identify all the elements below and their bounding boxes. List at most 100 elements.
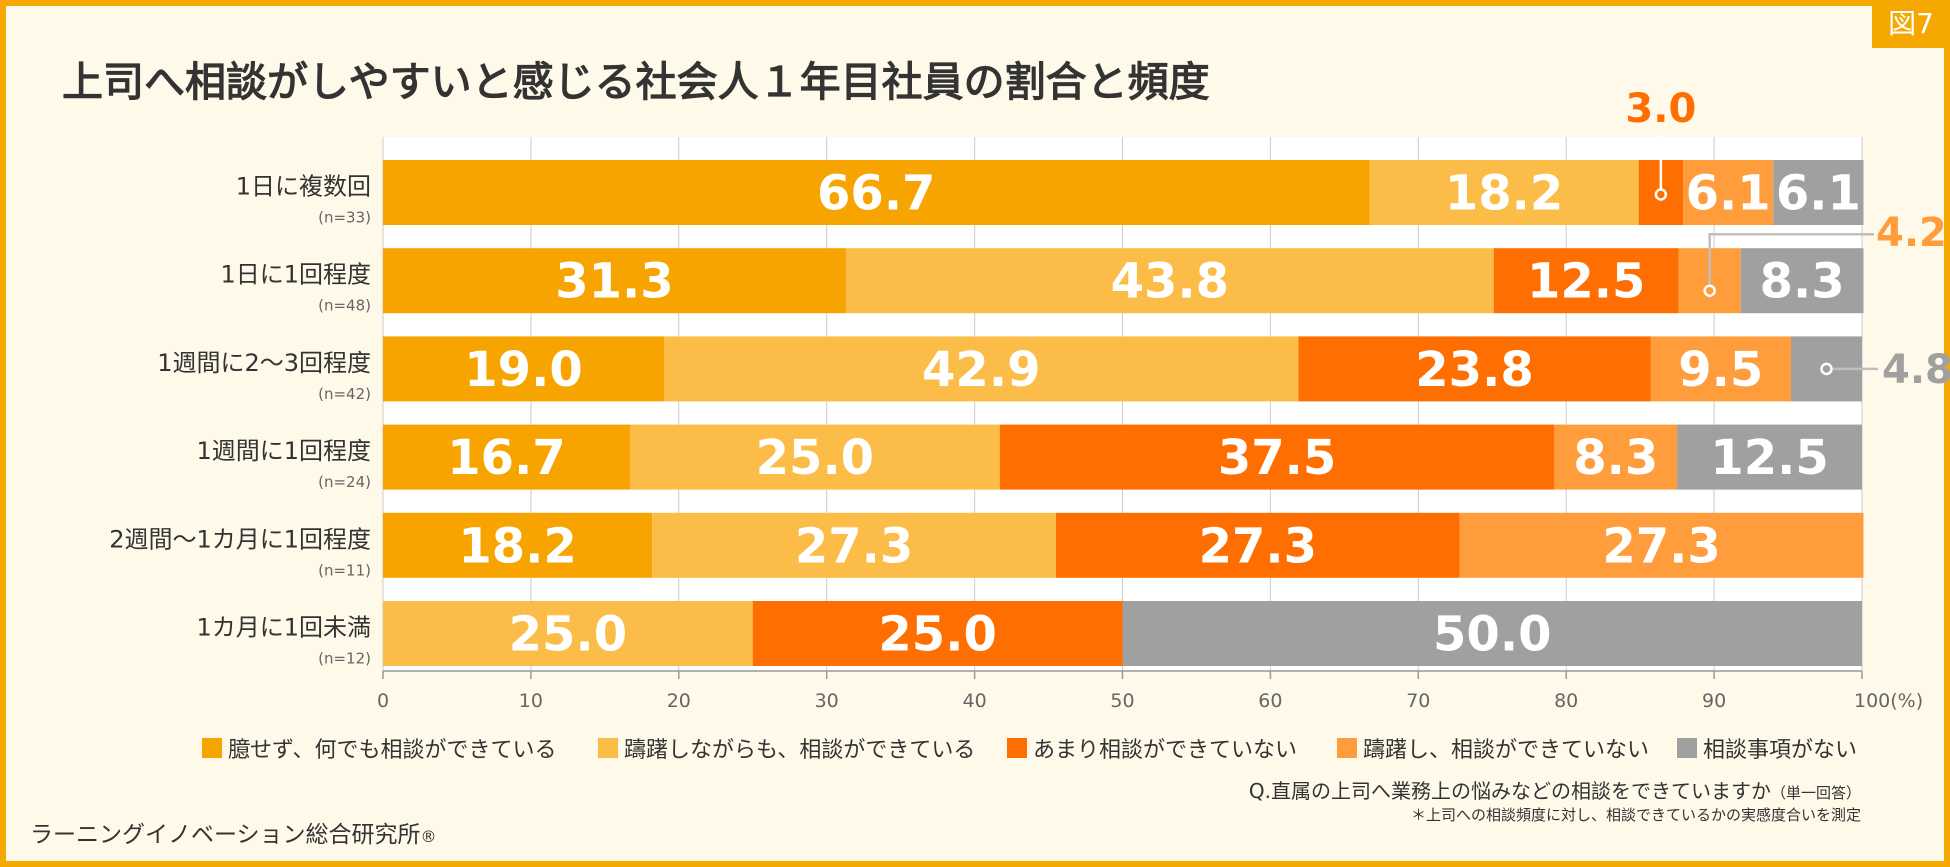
bar-r0-s3	[1683, 160, 1774, 225]
data-label-r1-s2: 12.5	[1527, 254, 1645, 310]
bar-r4-s2	[1055, 512, 1460, 578]
data-label-r3-s4: 12.5	[1710, 430, 1828, 486]
category-label-2: 1週間に2〜3回程度	[157, 349, 371, 377]
x-tick-label-1: 10	[519, 690, 543, 712]
bar-r2-s1	[664, 336, 1299, 402]
bar-r1-s1	[845, 248, 1494, 314]
stacked-bar-chart: 0 10 20 30 40 50 60 70 80 90 100(%) 1日に複数回 (n=33) 66.…	[109, 86, 1950, 712]
x-tick-label-2: 20	[667, 690, 691, 712]
x-tick-label-3: 30	[815, 690, 839, 712]
data-label-r2-s3: 9.5	[1678, 342, 1763, 398]
data-label-r5-s2: 25.0	[878, 607, 996, 663]
callout-label-2: 4.8	[1882, 347, 1950, 393]
callout-dot-0	[1654, 188, 1668, 201]
callout-dot-1	[1703, 284, 1716, 297]
x-tick-label-8: 80	[1554, 690, 1578, 712]
data-label-r2-s2: 23.8	[1415, 342, 1533, 398]
data-label-r3-s3: 8.3	[1573, 430, 1658, 486]
bar-r5-s2	[752, 601, 1123, 666]
bar-r2-s3	[1650, 336, 1792, 402]
x-tick-label-9: 90	[1702, 690, 1726, 712]
legend-swatch-1	[202, 738, 222, 758]
bar-r5-s1	[383, 601, 753, 666]
category-label-3: 1週間に1回程度	[196, 437, 371, 465]
data-label-r0-s0: 66.7	[817, 166, 935, 222]
data-label-r0-s1: 18.2	[1445, 166, 1563, 222]
bar-r0-s4	[1773, 160, 1864, 225]
bar-r2-s2	[1298, 336, 1651, 402]
bar-r1-s4	[1740, 248, 1864, 314]
legend-item-3: あまり相談ができていない	[1007, 733, 1297, 763]
bar-r4-s1	[652, 512, 1056, 578]
callout-dot-2	[1820, 362, 1833, 376]
bar-r0-s1	[1369, 160, 1639, 225]
x-tick-label-10: 100(%)	[1854, 690, 1923, 712]
legend-item-4: 躊躇し、相談ができていない	[1337, 733, 1649, 763]
data-label-r4-s1: 27.3	[795, 518, 913, 574]
data-label-r5-s1: 25.0	[509, 607, 627, 663]
legend-swatch-5	[1677, 738, 1697, 758]
bar-r3-s0	[383, 424, 630, 490]
category-label-0: 1日に複数回	[236, 173, 371, 201]
data-label-r3-s1: 25.0	[756, 430, 874, 486]
data-label-r4-s3: 27.3	[1602, 518, 1720, 574]
data-label-r4-s0: 18.2	[458, 518, 576, 574]
legend-label-5: 相談事項がない	[1703, 738, 1858, 763]
data-label-r1-s0: 31.3	[555, 254, 673, 310]
data-label-r2-s0: 19.0	[464, 342, 582, 398]
footnote: ＊上司への相談頻度に対し、相談できているかの実感度合いを測定	[1410, 806, 1861, 824]
data-label-r2-s1: 42.9	[922, 342, 1040, 398]
category-label-4: 2週間〜1カ月に1回程度	[109, 525, 371, 553]
data-label-r3-s0: 16.7	[447, 430, 565, 486]
legend-item-2: 躊躇しながらも、相談ができている	[598, 733, 975, 763]
data-label-r0-s4: 6.1	[1776, 166, 1861, 222]
callout-leader-1	[1708, 232, 1874, 291]
x-tick-label-6: 60	[1258, 690, 1282, 712]
callout-label-0: 3.0	[1625, 86, 1696, 132]
callout-label-1: 4.2	[1876, 210, 1947, 256]
legend-label-3: あまり相談ができていない	[1033, 738, 1298, 763]
legend-item-1: 臆せず、何でも相談ができている	[202, 733, 556, 763]
category-n-3: (n=24)	[318, 473, 371, 491]
data-label-r1-s1: 43.8	[1111, 254, 1229, 310]
bar-r4-s3	[1459, 512, 1864, 578]
legend-label-4: 躊躇し、相談ができていない	[1363, 738, 1650, 763]
figure-label-badge: 図7	[1872, 0, 1950, 48]
question-note: （単一回答）	[1770, 784, 1861, 802]
question-text: Q.直属の上司へ業務上の悩みなどの相談をできていますか	[1248, 779, 1771, 803]
bar-r4-s0	[383, 512, 653, 578]
category-n-1: (n=48)	[318, 297, 371, 315]
legend-item-5: 相談事項がない	[1677, 733, 1857, 763]
x-tick-label-0: 0	[377, 690, 389, 712]
bar-r3-s2	[999, 424, 1555, 490]
bar-r1-s2	[1493, 248, 1679, 314]
bar-r0-s0	[383, 160, 1370, 225]
bar-r3-s4	[1677, 424, 1862, 490]
brand-name: ラーニングイノベーション総合研究所	[30, 822, 421, 848]
legend-label-2: 躊躇しながらも、相談ができている	[624, 738, 976, 763]
brand-credit: ラーニングイノベーション総合研究所®	[30, 815, 437, 849]
data-label-r1-s4: 8.3	[1760, 254, 1845, 310]
bar-r2-s0	[383, 336, 665, 402]
bar-r3-s3	[1554, 424, 1678, 490]
data-label-r0-s3: 6.1	[1686, 166, 1771, 222]
bar-r5-s4	[1122, 601, 1862, 666]
legend-swatch-2	[598, 738, 618, 758]
data-label-r5-s4: 50.0	[1433, 607, 1551, 663]
x-tick-label-5: 50	[1110, 690, 1134, 712]
category-n-5: (n=12)	[318, 650, 371, 668]
category-n-0: (n=33)	[318, 209, 371, 227]
x-tick-label-7: 70	[1406, 690, 1430, 712]
category-n-2: (n=42)	[318, 385, 371, 403]
category-label-5: 1カ月に1回未満	[196, 614, 371, 642]
bar-r3-s1	[629, 424, 1000, 490]
x-tick-label-4: 40	[963, 690, 987, 712]
legend-label-1: 臆せず、何でも相談ができている	[228, 738, 557, 763]
bar-r1-s0	[383, 248, 846, 314]
chart-title: 上司へ相談がしやすいと感じる社会人１年目社員の割合と頻度	[62, 58, 1210, 106]
category-n-4: (n=11)	[318, 561, 371, 579]
brand-registered-mark: ®	[420, 827, 437, 846]
survey-question: Q.直属の上司へ業務上の悩みなどの相談をできていますか（単一回答）	[1249, 775, 1861, 804]
data-label-r3-s2: 37.5	[1218, 430, 1336, 486]
legend-swatch-4	[1337, 738, 1357, 758]
